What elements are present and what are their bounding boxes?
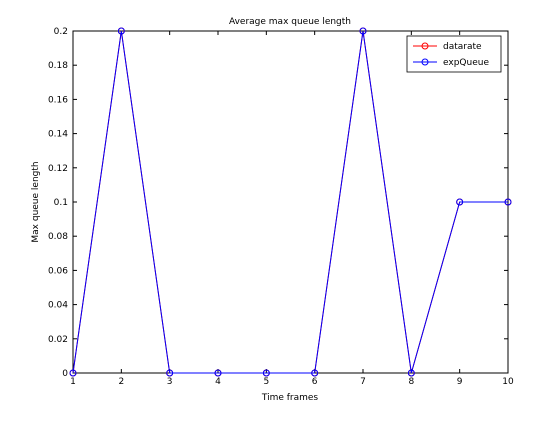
y-tick-label: 0.14 bbox=[48, 130, 68, 140]
y-tick-label: 0.02 bbox=[48, 335, 68, 345]
legend-label-datarate: datarate bbox=[443, 42, 482, 52]
y-tick-label: 0.06 bbox=[48, 266, 68, 276]
y-tick-label: 0.2 bbox=[54, 27, 68, 37]
x-axis-label: Time frames bbox=[261, 393, 319, 403]
x-tick-label: 8 bbox=[408, 377, 414, 387]
y-tick-label: 0.12 bbox=[48, 164, 68, 174]
x-tick-label: 6 bbox=[312, 377, 318, 387]
x-tick-label: 9 bbox=[457, 377, 463, 387]
legend: datarate expQueue bbox=[407, 36, 501, 72]
y-tick-label: 0.16 bbox=[48, 95, 68, 105]
y-tick-label: 0.18 bbox=[48, 61, 68, 71]
x-tick-label: 10 bbox=[502, 377, 514, 387]
x-tick-label: 7 bbox=[360, 377, 366, 387]
x-tick-label: 5 bbox=[263, 377, 269, 387]
x-tick-label: 1 bbox=[70, 377, 76, 387]
plot-area bbox=[73, 31, 508, 373]
y-tick-label: 0.08 bbox=[48, 232, 68, 242]
legend-label-expqueue: expQueue bbox=[443, 58, 489, 68]
x-tick-label: 4 bbox=[215, 377, 221, 387]
x-tick-label: 2 bbox=[118, 377, 124, 387]
y-axis-label: Max queue length bbox=[31, 161, 41, 242]
y-tick-label: 0.04 bbox=[48, 301, 68, 311]
x-tick-label: 3 bbox=[167, 377, 173, 387]
y-tick-label: 0.1 bbox=[54, 198, 68, 208]
chart-title: Average max queue length bbox=[229, 17, 351, 27]
y-tick-label: 0 bbox=[62, 369, 68, 379]
